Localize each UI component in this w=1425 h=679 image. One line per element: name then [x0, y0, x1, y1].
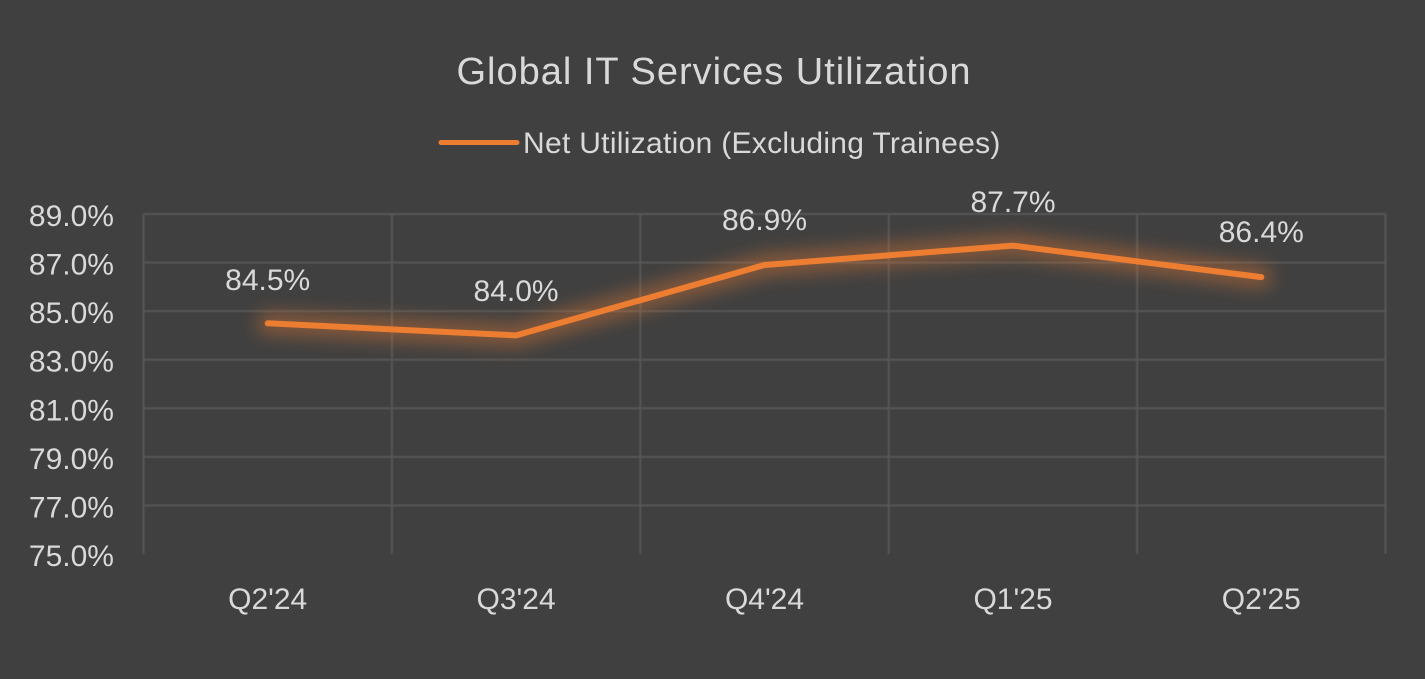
svg-text:Q2'24: Q2'24: [228, 583, 307, 616]
svg-text:Q3'24: Q3'24: [477, 583, 556, 616]
svg-text:87.7%: 87.7%: [970, 186, 1055, 219]
svg-text:84.0%: 84.0%: [474, 275, 559, 308]
svg-text:83.0%: 83.0%: [29, 346, 114, 379]
svg-text:84.5%: 84.5%: [225, 264, 310, 297]
svg-text:77.0%: 77.0%: [29, 491, 114, 524]
svg-text:81.0%: 81.0%: [29, 394, 114, 427]
svg-text:89.0%: 89.0%: [29, 200, 114, 233]
svg-text:86.4%: 86.4%: [1219, 216, 1304, 249]
svg-text:Net Utilization (Excluding Tra: Net Utilization (Excluding Trainees): [523, 127, 1001, 160]
svg-text:Q1'25: Q1'25: [973, 583, 1052, 616]
svg-text:Q4'24: Q4'24: [725, 583, 804, 616]
svg-text:85.0%: 85.0%: [29, 297, 114, 330]
svg-text:87.0%: 87.0%: [29, 249, 114, 282]
svg-text:79.0%: 79.0%: [29, 443, 114, 476]
svg-text:Q2'25: Q2'25: [1222, 583, 1301, 616]
svg-text:75.0%: 75.0%: [29, 540, 114, 573]
svg-text:Global IT Services Utilization: Global IT Services Utilization: [456, 51, 971, 93]
svg-text:86.9%: 86.9%: [722, 204, 807, 237]
